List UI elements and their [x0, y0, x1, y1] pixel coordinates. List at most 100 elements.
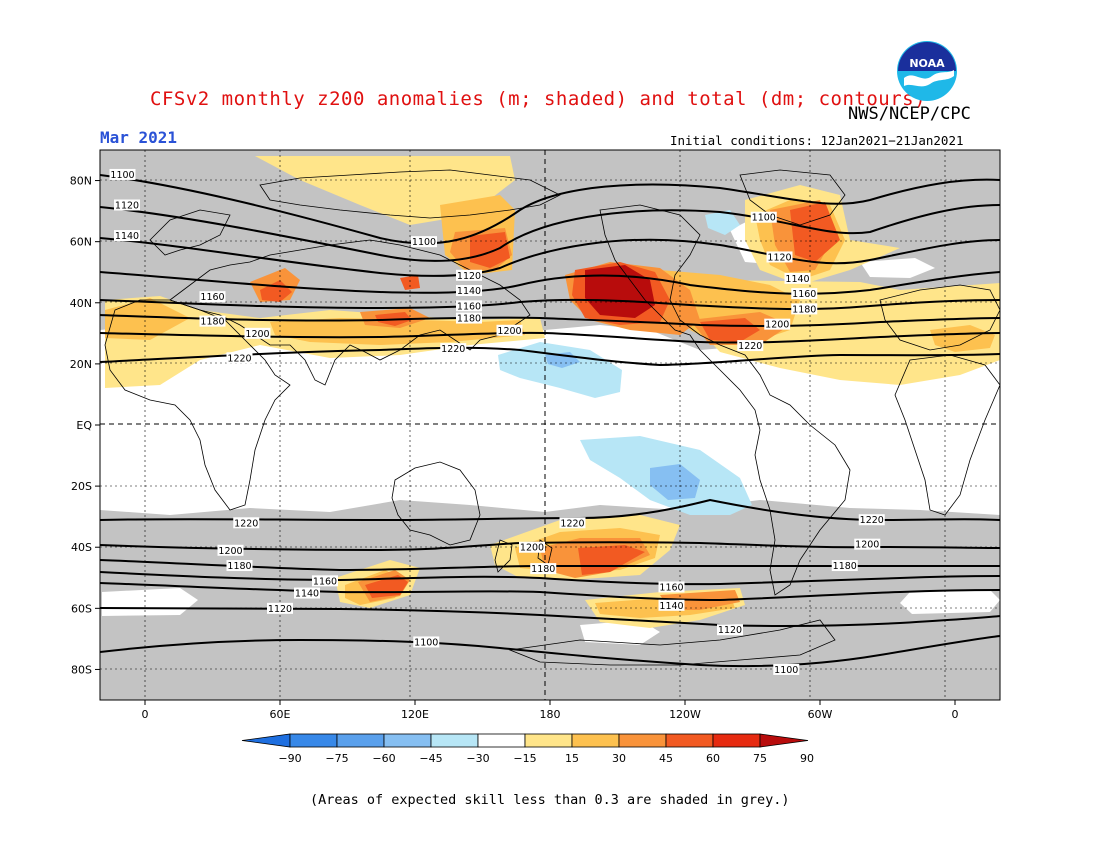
contour-label-bg	[831, 560, 858, 572]
colorbar-segment	[712, 733, 761, 748]
lat-tick-label: 40N	[70, 297, 92, 310]
contour-label: 1180	[833, 561, 857, 572]
colorbar-tick-label: −45	[419, 752, 442, 765]
contour-label-bg	[737, 340, 764, 352]
contour-label-bg	[456, 300, 482, 312]
contour-label: 1100	[110, 170, 134, 181]
height-contours	[100, 174, 1000, 668]
contour-label: 1100	[412, 237, 436, 248]
contour-label: 1220	[227, 353, 251, 364]
contour-label: 1100	[752, 213, 776, 224]
longitude-axis: 0 60E 120E 180 120W 60W 0	[142, 700, 959, 721]
contour-label-bg	[717, 624, 743, 636]
contour-label-bg	[658, 581, 685, 593]
contour-label: 1140	[659, 601, 683, 612]
contour-label: 1160	[313, 576, 337, 587]
colorbar-tick-label: 90	[800, 752, 814, 765]
contour-label-bg	[312, 575, 338, 587]
contour-label-bg	[114, 230, 140, 242]
contour-label: 1200	[855, 540, 879, 551]
contour-label-bg	[226, 352, 253, 364]
colorbar-segment	[289, 733, 338, 748]
colorbar-left-arrow	[241, 733, 291, 748]
contour-label-bg	[791, 303, 818, 315]
contour-label: 1180	[200, 317, 224, 328]
contour-label-bg	[784, 272, 811, 284]
contour-label-bg	[773, 663, 800, 675]
contour-label: 1200	[520, 543, 544, 554]
contour-label-bg	[109, 168, 136, 180]
contour-label-bg	[226, 560, 253, 572]
contour-label: 1180	[457, 314, 481, 325]
contour-label-bg	[854, 538, 881, 550]
contour-label: 1120	[115, 201, 139, 212]
contour-label: 1220	[234, 518, 258, 529]
contour-label: 1220	[860, 515, 884, 526]
lat-tick-label: 60S	[71, 602, 92, 615]
colorbar-tick-label: 45	[659, 752, 673, 765]
colorbar-tick-label: 60	[706, 752, 720, 765]
colorbar-segment	[665, 733, 714, 748]
negative-anomalies	[498, 210, 752, 515]
contour-label: 1140	[785, 274, 809, 285]
colorbar-segment	[571, 733, 620, 748]
contour-label: 1120	[767, 252, 791, 263]
contour-label: 1160	[659, 582, 683, 593]
contour-labels: 1100112011401160118012001220110011201140…	[109, 168, 885, 676]
agency-label: NWS/NCEP/CPC	[848, 104, 971, 124]
contour-label: 1160	[457, 301, 481, 312]
contour-label: 1140	[457, 286, 481, 297]
lon-tick-label: 120E	[401, 708, 429, 721]
skill-footnote: (Areas of expected skill less than 0.3 a…	[310, 792, 790, 808]
colorbar-segment	[336, 733, 385, 748]
colorbar-segment	[477, 733, 526, 748]
noaa-logo: NOAA	[897, 41, 957, 101]
colorbar-tick-label: 75	[753, 752, 767, 765]
contour-label: 1140	[295, 589, 319, 600]
contour-label: 1220	[560, 518, 584, 529]
contour-label-bg	[766, 251, 793, 263]
contour-label: 1200	[245, 329, 269, 340]
colorbar-tick-label: −30	[466, 752, 489, 765]
contour-label: 1220	[738, 341, 762, 352]
contour-label-bg	[791, 288, 818, 300]
lat-tick-label: 80S	[71, 663, 92, 676]
colorbar-tick-label: −60	[372, 752, 395, 765]
contour-label-bg	[519, 541, 545, 553]
lon-tick-label: 60W	[808, 708, 833, 721]
lat-tick-label: 40S	[71, 541, 92, 554]
lat-tick-label: 20S	[71, 480, 92, 493]
contour-label-bg	[294, 587, 320, 599]
contour-label: 1120	[718, 625, 742, 636]
colorbar-tick-label: −90	[278, 752, 301, 765]
contour-label: 1200	[765, 320, 789, 331]
contour-label-bg	[750, 211, 777, 223]
contour-label-bg	[456, 312, 482, 324]
lat-tick-label: 80N	[70, 175, 92, 188]
contour-label-bg	[456, 285, 482, 297]
figure-title: CFSv2 monthly z200 anomalies (m; shaded)…	[150, 88, 927, 110]
contour-label: 1180	[792, 304, 816, 315]
colorbar-segment	[383, 733, 432, 748]
lon-tick-label: 0	[142, 708, 149, 721]
lon-tick-label: 120W	[669, 708, 701, 721]
contour-label-bg	[411, 236, 437, 248]
contour-label: 1160	[792, 289, 816, 300]
contour-label-bg	[440, 343, 467, 355]
contour-label-bg	[217, 544, 244, 556]
contour-label: 1100	[774, 665, 798, 676]
contour-label-bg	[267, 602, 293, 614]
contour-label-bg	[199, 315, 226, 327]
lat-tick-label: 20N	[70, 358, 92, 371]
contour-label: 1120	[457, 271, 481, 282]
contour-label-bg	[233, 517, 260, 529]
contour-label-bg	[658, 599, 685, 611]
contour-label-bg	[764, 318, 791, 330]
colorbar-tick-label: −75	[325, 752, 348, 765]
colorbar-segment	[618, 733, 667, 748]
contour-label-bg	[496, 324, 523, 336]
colorbar-tick-label: −15	[513, 752, 536, 765]
contour-label: 1180	[227, 561, 251, 572]
lon-tick-label: 60E	[270, 708, 291, 721]
